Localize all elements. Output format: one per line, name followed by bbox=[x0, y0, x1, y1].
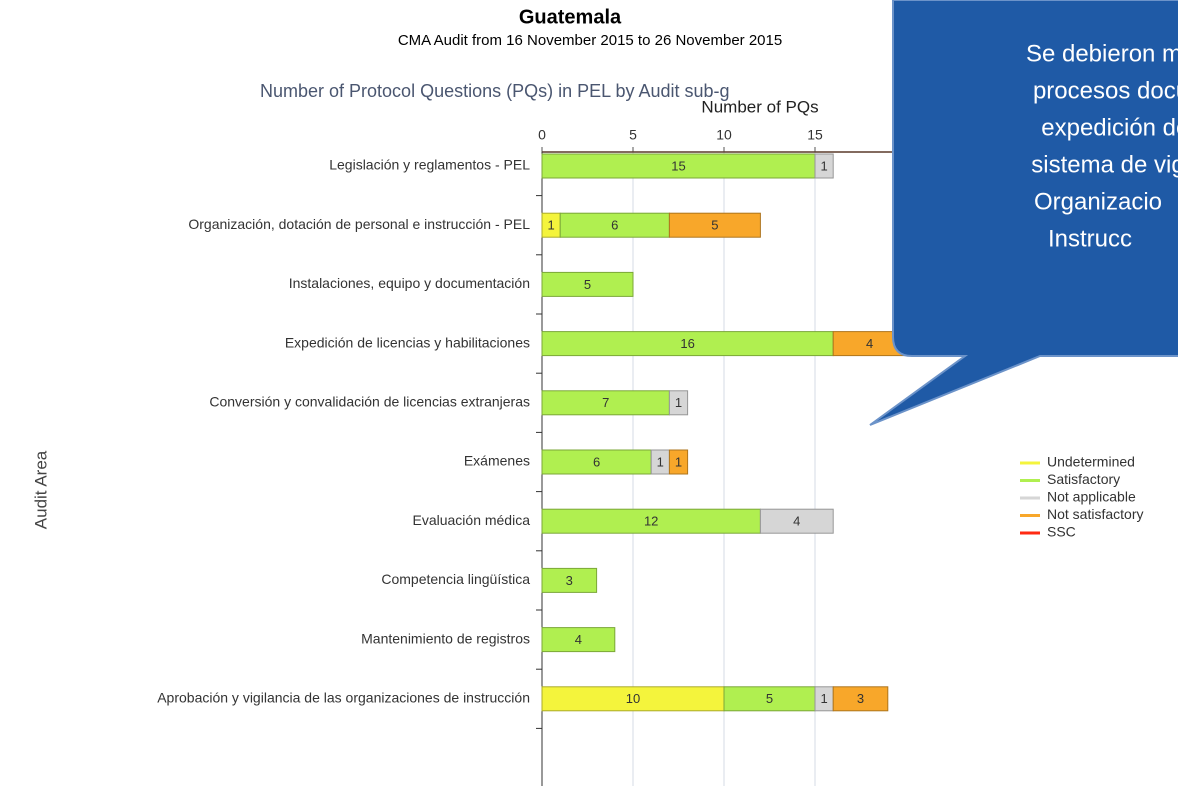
bar-segment bbox=[559, 212, 670, 238]
bar-segment bbox=[759, 508, 834, 534]
bar-segment bbox=[668, 390, 689, 416]
bar-segment bbox=[668, 449, 689, 475]
bar-segment bbox=[541, 449, 652, 475]
bar-label: 3 bbox=[857, 691, 864, 706]
bar-label: 1 bbox=[675, 454, 682, 469]
y-tick-label: Organización, dotación de personal e ins… bbox=[188, 216, 530, 232]
bar-segment bbox=[723, 686, 816, 712]
y-tick-label: Aprobación y vigilancia de las organizac… bbox=[157, 690, 530, 706]
bar-label: 16 bbox=[680, 336, 694, 351]
bar-label: 1 bbox=[675, 395, 682, 410]
x-tick-label: 0 bbox=[538, 127, 546, 143]
callout-text: expedición de li bbox=[1041, 114, 1178, 141]
bar-label: 5 bbox=[766, 691, 773, 706]
bar-label: 5 bbox=[711, 218, 718, 233]
bar-segment bbox=[541, 390, 670, 416]
bar-label: 6 bbox=[611, 218, 618, 233]
y-tick-label: Conversión y convalidación de licencias … bbox=[209, 394, 530, 410]
bar-label: 1 bbox=[820, 158, 827, 173]
y-tick-label: Evaluación médica bbox=[412, 512, 530, 528]
y-tick-label: Legislación y reglamentos - PEL bbox=[329, 157, 530, 173]
bar-label: 15 bbox=[671, 158, 685, 173]
y-tick-label: Mantenimiento de registros bbox=[361, 630, 530, 646]
bar-segment bbox=[541, 508, 761, 534]
chart-subtitle: Number of Protocol Questions (PQs) in PE… bbox=[260, 81, 730, 101]
y-tick-label: Instalaciones, equipo y documentación bbox=[289, 275, 530, 291]
subtitle: CMA Audit from 16 November 2015 to 26 No… bbox=[398, 32, 782, 49]
bar-label: 4 bbox=[866, 336, 873, 351]
callout-text: procesos docum bbox=[1033, 77, 1178, 104]
bar-label: 1 bbox=[820, 691, 827, 706]
x-tick-label: 10 bbox=[716, 127, 732, 143]
y-tick-label: Exámenes bbox=[464, 453, 530, 469]
bar-label: 3 bbox=[566, 573, 573, 588]
bar-label: 10 bbox=[626, 691, 640, 706]
legend-label: Not applicable bbox=[1047, 489, 1136, 505]
legend-label: Satisfactory bbox=[1047, 471, 1120, 487]
bar-segment bbox=[541, 153, 816, 179]
bar-label: 1 bbox=[657, 454, 664, 469]
callout-text: Organizacio bbox=[1034, 188, 1162, 215]
callout-text: Instrucc bbox=[1048, 225, 1132, 252]
legend-label: Not satisfactory bbox=[1047, 506, 1143, 522]
bar-segment bbox=[668, 212, 761, 238]
x-tick-label: 15 bbox=[807, 127, 823, 143]
x-axis-title: Number of PQs bbox=[701, 97, 818, 116]
bar-segment bbox=[541, 627, 616, 653]
callout-text: Se debieron m bbox=[1026, 40, 1178, 67]
bar-label: 4 bbox=[793, 514, 800, 529]
bar-label: 6 bbox=[593, 454, 600, 469]
legend-label: SSC bbox=[1047, 524, 1076, 540]
y-tick-label: Expedición de licencias y habilitaciones bbox=[285, 334, 530, 350]
bar-label: 12 bbox=[644, 514, 658, 529]
bar-label: 4 bbox=[575, 632, 582, 647]
bar-segment bbox=[832, 686, 889, 712]
bar-label: 7 bbox=[602, 395, 609, 410]
bar-label: 5 bbox=[584, 277, 591, 292]
y-axis-title: Audit Area bbox=[31, 450, 50, 529]
callout-bubble bbox=[869, 0, 1178, 426]
bar-segment bbox=[814, 153, 834, 179]
x-tick-label: 5 bbox=[629, 127, 637, 143]
chart-title: Guatemala bbox=[519, 6, 622, 28]
bar-segment bbox=[541, 567, 598, 593]
legend-label: Undetermined bbox=[1047, 454, 1135, 470]
bar-label: 1 bbox=[547, 218, 554, 233]
bar-segment bbox=[541, 271, 634, 297]
y-tick-label: Competencia lingüística bbox=[381, 571, 530, 587]
callout-text: sistema de vigila bbox=[1031, 151, 1178, 178]
